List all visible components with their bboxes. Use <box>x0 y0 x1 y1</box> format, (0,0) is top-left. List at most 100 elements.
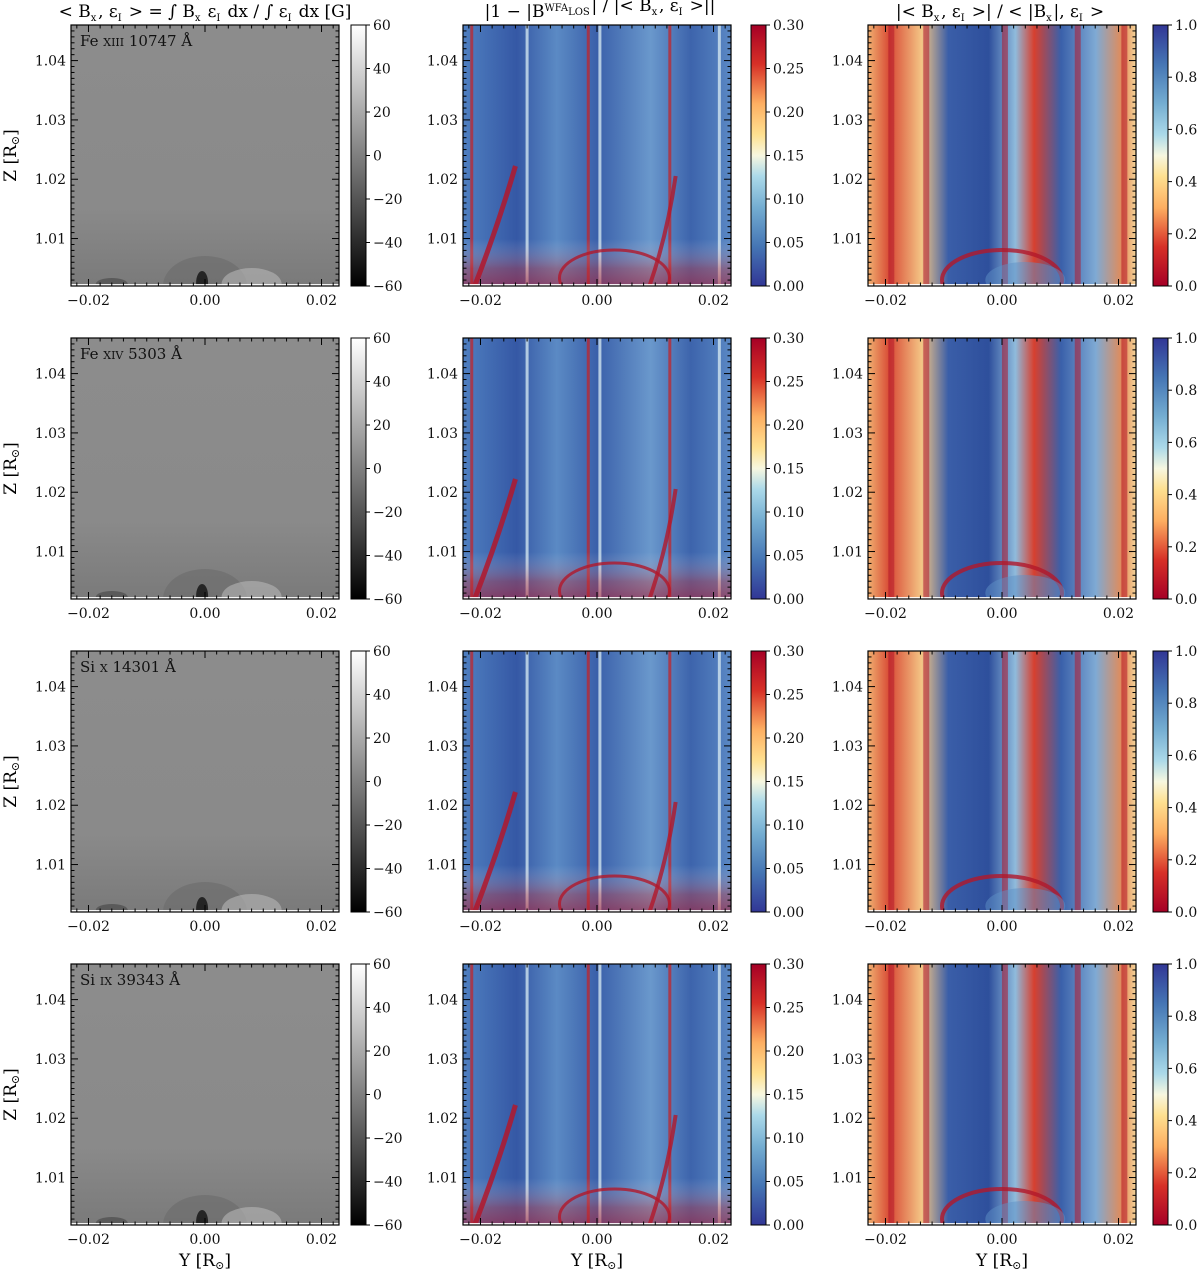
red-band <box>1074 964 1081 1225</box>
colorbar-tick-label: 0.00 <box>773 1218 804 1234</box>
y-tick-label: 1.01 <box>35 1171 66 1187</box>
y-tick-label: 1.02 <box>832 1111 863 1127</box>
heatmap-image <box>71 338 339 599</box>
colorbar-scale <box>1152 650 1169 913</box>
x-tick-label: −0.02 <box>864 293 907 309</box>
x-tick-label: −0.02 <box>459 1232 502 1248</box>
column-title-1: < Bx , εI > = ∫ Bx εI dx / ∫ εI dx [G] <box>59 2 352 24</box>
y-tick-label: 1.03 <box>35 113 66 129</box>
column-title-2: |1 − |BWFALOS | / |< Bx , εI >|| <box>485 0 716 22</box>
red-band <box>1121 651 1128 912</box>
y-tick-label: 1.01 <box>832 232 863 248</box>
colorbar-tick-label: 0.05 <box>773 549 804 565</box>
streak <box>717 25 721 286</box>
colorbar-scale <box>1152 337 1169 600</box>
colorbar-r1-c2: 0.30 0.25 0.20 0.15 0.10 0.05 0.00 <box>750 18 804 295</box>
x-tick-label: 0.00 <box>986 293 1017 309</box>
streak <box>668 25 672 286</box>
x-axis-label-2: Y [R⊙] <box>570 1251 623 1272</box>
x-tick-label: 0.00 <box>986 919 1017 935</box>
x-tick-label: 0.00 <box>986 1232 1017 1248</box>
colorbar-scale <box>350 963 367 1226</box>
y-tick-label: 1.03 <box>832 1052 863 1068</box>
y-tick-label: 1.03 <box>427 739 458 755</box>
y-tick-label: 1.04 <box>427 54 458 70</box>
streak <box>586 25 590 286</box>
y-tick-label: 1.03 <box>35 739 66 755</box>
y-tick-label: 1.02 <box>427 485 458 501</box>
colorbar-tick-label: 20 <box>373 731 391 747</box>
colorbar-tick-label: 0.6 <box>1175 748 1197 764</box>
x-axis-label-1: Y [R⊙] <box>178 1251 231 1272</box>
panel-r1-c2: −0.02 0.00 0.02 1.01 1.02 1.03 1.04 <box>427 24 732 309</box>
panel-r4-c1: −0.02 0.00 0.02 1.01 1.02 1.03 1.04 <box>35 963 340 1248</box>
dark-footpoint <box>196 897 209 912</box>
x-tick-label: −0.02 <box>67 919 110 935</box>
colorbar-tick-label: 0.20 <box>773 1044 804 1060</box>
panel-r2-c2: −0.02 0.00 0.02 1.01 1.02 1.03 1.04 <box>427 337 732 622</box>
colorbar-tick-label: −60 <box>373 279 403 295</box>
y-tick-label: 1.04 <box>35 993 66 1009</box>
colorbar-tick-label: 0.4 <box>1175 488 1197 504</box>
colorbar-tick-label: 0.15 <box>773 462 804 478</box>
bright-region <box>221 894 282 912</box>
x-tick-label: 0.02 <box>1103 919 1134 935</box>
x-tick-label: 0.00 <box>189 1232 220 1248</box>
x-tick-label: −0.02 <box>459 919 502 935</box>
colorbar-tick-label: 60 <box>373 644 391 660</box>
colorbar-tick-label: 20 <box>373 1044 391 1060</box>
red-band <box>1121 338 1128 599</box>
colorbar-tick-label: 0.05 <box>773 236 804 252</box>
streak <box>525 25 529 286</box>
streak <box>598 651 602 912</box>
panel-r3-c2: −0.02 0.00 0.02 1.01 1.02 1.03 1.04 <box>427 650 732 935</box>
colorbar-tick-label: 0.6 <box>1175 122 1197 138</box>
colorbar-tick-label: 40 <box>373 1001 391 1017</box>
x-tick-label: 0.02 <box>306 1232 337 1248</box>
colorbar-scale <box>750 963 767 1226</box>
red-filament <box>472 1104 518 1225</box>
loop-arc <box>557 561 671 599</box>
streak <box>717 338 721 599</box>
red-band <box>888 338 895 599</box>
row-label-2: Fe xiv 5303 Å <box>80 345 182 363</box>
red-band <box>1001 964 1008 1225</box>
x-tick-label: 0.00 <box>189 293 220 309</box>
colorbar-tick-label: 40 <box>373 688 391 704</box>
red-filament <box>472 478 518 599</box>
colorbar-tick-label: 0.00 <box>773 279 804 295</box>
y-tick-label: 1.02 <box>35 172 66 188</box>
colorbar-tick-label: 60 <box>373 957 391 973</box>
colorbar-tick-label: 0.4 <box>1175 1114 1197 1130</box>
x-tick-label: 0.02 <box>698 606 729 622</box>
colorbar-tick-label: 0.15 <box>773 775 804 791</box>
y-tick-label: 1.03 <box>832 426 863 442</box>
colorbar-tick-label: −60 <box>373 592 403 608</box>
panel-r3-c3: −0.02 0.00 0.02 1.01 1.02 1.03 1.04 <box>832 650 1137 935</box>
colorbar-r3-c1: 60 40 20 0 −20 −40 −60 <box>350 644 403 921</box>
streak <box>598 25 602 286</box>
colorbar-scale <box>750 650 767 913</box>
heatmap-structures <box>463 25 731 286</box>
y-tick-label: 1.01 <box>35 858 66 874</box>
blue-dome <box>985 1201 1066 1225</box>
colorbar-tick-label: −20 <box>373 1131 403 1147</box>
heatmap-image <box>71 651 339 912</box>
y-tick-label: 1.04 <box>35 367 66 383</box>
colorbar-tick-label: 0.0 <box>1175 592 1197 608</box>
colorbar-tick-label: 0.2 <box>1175 227 1197 243</box>
colorbar-scale <box>350 650 367 913</box>
red-filament <box>647 488 678 599</box>
colorbar-tick-label: 0.10 <box>773 818 804 834</box>
heatmap-structures <box>888 964 1128 1225</box>
streak <box>717 964 721 1225</box>
streak <box>668 964 672 1225</box>
colorbar-tick-label: 60 <box>373 18 391 34</box>
y-tick-label: 1.04 <box>832 680 863 696</box>
row-label-3: Si x 14301 Å <box>80 658 176 676</box>
colorbar-tick-label: 0 <box>373 462 382 478</box>
colorbar-tick-label: 0.8 <box>1175 383 1197 399</box>
blue-dome <box>985 575 1066 599</box>
x-tick-label: 0.00 <box>581 606 612 622</box>
colorbar-tick-label: 0.25 <box>773 375 804 391</box>
